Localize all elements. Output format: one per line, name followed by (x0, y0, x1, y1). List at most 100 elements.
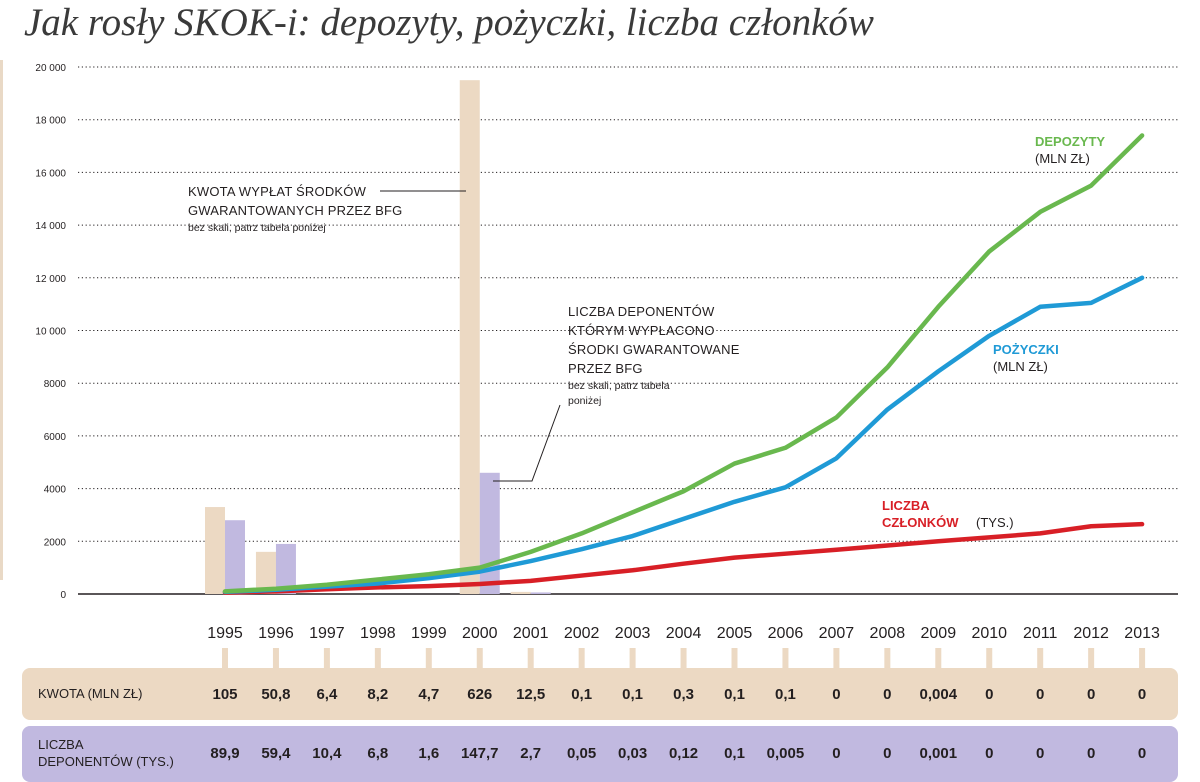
bar-deponenci (479, 472, 500, 594)
x-connector (272, 648, 279, 668)
x-connector (629, 648, 636, 668)
line-pozyczki (222, 275, 1145, 595)
x-connector (222, 648, 228, 668)
table-cell-deponenci: 0 (832, 745, 841, 762)
annotation-dep-note1: bez skali, patrz tabela (568, 380, 670, 392)
x-tick-label: 2002 (564, 625, 600, 642)
bar-deponenci (530, 592, 551, 594)
y-axis-ticks: 20 000 18 000 16 000 14 000 12 000 10 000 8000… (35, 63, 66, 601)
x-connector (476, 648, 483, 668)
table-cell-kwota: 6,4 (316, 686, 338, 703)
table-row-deponenci-label: LICZBA DEPONENTÓW (TYS.) (38, 736, 174, 770)
y-tick-label: 6000 (44, 432, 67, 443)
table-cell-deponenci: 0,001 (919, 745, 958, 762)
y-tick-label: 14 000 (35, 221, 66, 232)
annotation-dep-line2: KTÓRYM WYPŁACONO (568, 323, 715, 338)
x-tick-label: 2006 (768, 625, 804, 642)
x-tick-label: 1999 (411, 625, 447, 642)
table-cell-kwota: 105 (212, 686, 238, 703)
series-lines (222, 133, 1145, 595)
table-cell-deponenci: 0 (1086, 745, 1096, 762)
table-cell-kwota: 4,7 (418, 686, 440, 703)
x-tick-label: 2003 (615, 625, 651, 642)
annotation-kwota: KWOTA WYPŁAT ŚRODKÓW GWARANTOWANYCH PRZE… (188, 184, 466, 234)
table-cell-deponenci: 89,9 (210, 745, 240, 762)
bars-no-scale (205, 80, 551, 595)
x-connector (731, 648, 738, 668)
label-czlonkowie-unit: (TYS.) (976, 515, 1014, 530)
x-connector (1037, 648, 1044, 668)
x-tick-label: 2008 (870, 625, 906, 642)
x-connector (1139, 648, 1146, 668)
y-tick-label: 0 (60, 590, 66, 601)
line-depozyty (222, 133, 1145, 594)
line-czlonkowie (222, 521, 1145, 595)
table-row-deponenci: LICZBA DEPONENTÓW (TYS.) (22, 726, 1178, 782)
annotation-kwota-note: bez skali, patrz tabela poniżej (188, 222, 326, 234)
x-connector (527, 648, 534, 668)
x-connector (833, 648, 840, 668)
table-cell-deponenci: 10,4 (312, 745, 342, 762)
label-pozyczki: POŻYCZKI (993, 342, 1059, 357)
chart-title: Jak rosły SKOK-i: depozyty, pożyczki, li… (24, 1, 874, 44)
x-tick-label: 2005 (717, 625, 753, 642)
table-cell-deponenci: 1,6 (418, 745, 440, 762)
label-czlonkowie-1: LICZBA (882, 498, 930, 513)
table-cell-kwota: 0,3 (673, 686, 694, 703)
x-to-table-connectors (222, 648, 1146, 668)
table-cell-deponenci: 0 (985, 745, 994, 762)
y-tick-label: 4000 (44, 485, 67, 496)
table-cell-kwota: 12,5 (516, 686, 546, 703)
y-tick-label: 2000 (44, 537, 67, 548)
table-row-deponenci-label-1: LICZBA (38, 737, 84, 752)
x-tick-label: 2011 (1023, 625, 1058, 642)
annotation-kwota-line1: KWOTA WYPŁAT ŚRODKÓW (188, 184, 367, 199)
x-connector (425, 648, 432, 668)
table-cell-kwota: 0 (1036, 686, 1045, 703)
table-cell-kwota: 50,8 (261, 686, 291, 703)
table-cell-kwota: 0,1 (571, 686, 593, 703)
x-connector (782, 648, 789, 668)
bar-deponenci (225, 520, 245, 594)
x-connector (578, 648, 585, 668)
table-cell-deponenci: 0,03 (617, 745, 648, 762)
bar-deponenci (275, 543, 296, 594)
annotation-dep-line3: ŚRODKI GWARANTOWANE (568, 342, 740, 357)
table-cell-deponenci: 0,1 (724, 745, 745, 762)
y-tick-label: 16 000 (35, 168, 66, 179)
y-tick-label: 12 000 (35, 274, 66, 285)
table-row-kwota-label: KWOTA (MLN ZŁ) (38, 686, 143, 701)
x-connector (986, 648, 993, 668)
table-cell-kwota: 0 (832, 686, 841, 703)
x-tick-label: 2000 (462, 625, 498, 642)
y-tick-label: 18 000 (35, 116, 66, 127)
table-cell-deponenci: 59,4 (261, 745, 291, 762)
table-cell-kwota: 0 (883, 686, 892, 703)
label-pozyczki-unit: (MLN ZŁ) (993, 359, 1048, 374)
table-cell-deponenci: 0,12 (668, 745, 699, 762)
x-tick-label: 2009 (921, 625, 957, 642)
x-connector (680, 648, 687, 668)
bar-kwota (255, 551, 276, 594)
table-cell-deponenci: 6,8 (367, 745, 389, 762)
left-decorative-rule (0, 60, 3, 580)
bar-kwota (205, 507, 225, 594)
y-tick-label: 20 000 (35, 63, 66, 74)
label-depozyty-unit: (MLN ZŁ) (1035, 151, 1090, 166)
x-tick-label: 2012 (1073, 625, 1109, 642)
table-cell-kwota: 0,1 (775, 686, 796, 703)
chart-svg: 20 000 18 000 16 000 14 000 12 000 10 000 8000… (35, 63, 1178, 668)
x-connector (935, 648, 942, 668)
table-cell-deponenci: 147,7 (460, 745, 499, 762)
x-tick-label: 2013 (1124, 625, 1160, 642)
bar-kwota (459, 80, 480, 595)
x-connector (1088, 648, 1095, 668)
table-cell-kwota: 0 (985, 686, 994, 703)
bar-kwota (510, 591, 531, 594)
x-tick-label: 2001 (513, 625, 549, 642)
table-cell-deponenci: 0 (883, 745, 892, 762)
table-cell-kwota: 0 (1086, 686, 1096, 703)
x-connector (323, 648, 330, 668)
y-tick-label: 8000 (44, 379, 67, 390)
table-cell-deponenci: 0,005 (766, 745, 805, 762)
